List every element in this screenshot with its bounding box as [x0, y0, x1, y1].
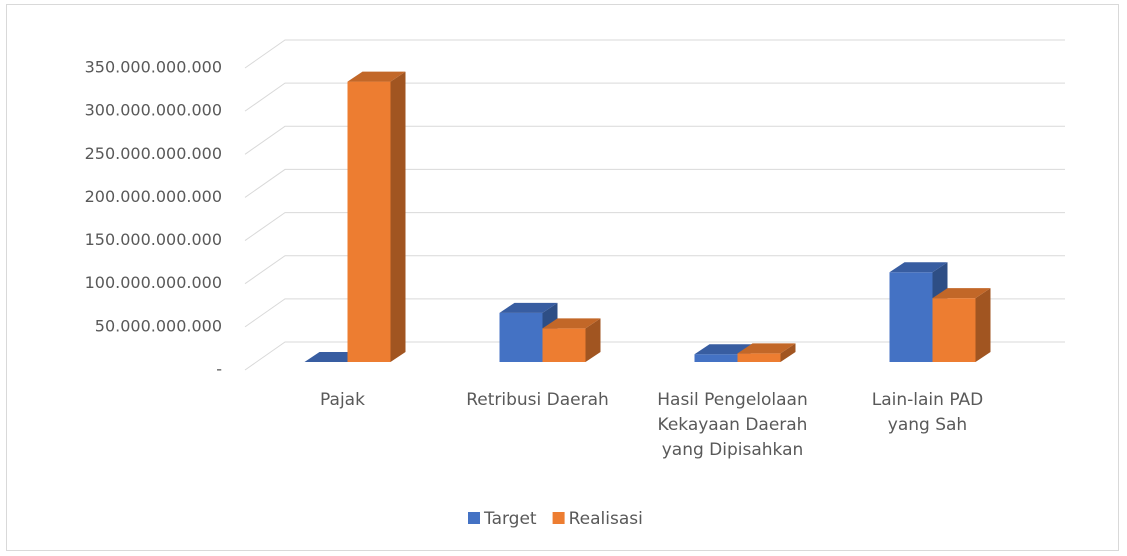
bar-front	[932, 298, 976, 362]
y-tick-label: 100.000.000.000	[85, 273, 222, 292]
bar	[347, 71, 406, 363]
x-tick-label: Pajak	[320, 390, 365, 410]
bar	[932, 288, 991, 362]
grid-line	[244, 298, 1065, 328]
y-tick-label: 300.000.000.000	[85, 101, 222, 120]
bar-top	[889, 262, 948, 273]
legend-label: Realisasi	[569, 509, 643, 529]
y-tick-label: 350.000.000.000	[85, 58, 222, 77]
y-tick-label: 200.000.000.000	[85, 187, 222, 206]
bar-side	[975, 288, 991, 362]
grid-line	[244, 341, 1065, 371]
bar	[737, 343, 796, 362]
bar	[542, 318, 601, 362]
bar-top	[737, 343, 796, 354]
grid-line	[244, 82, 1065, 112]
bar-top	[347, 71, 406, 82]
bar-front	[542, 328, 586, 362]
bar-top	[932, 288, 991, 299]
bar-side	[390, 71, 406, 363]
legend-label: Target	[483, 509, 537, 529]
grid-line	[244, 212, 1065, 241]
x-tick-label: Retribusi Daerah	[466, 390, 609, 410]
y-tick-label: 250.000.000.000	[85, 144, 222, 163]
legend-swatch	[468, 512, 480, 524]
grid-line	[244, 39, 1065, 69]
bar-side	[585, 318, 601, 362]
bar-top	[694, 344, 753, 355]
legend-swatch	[552, 512, 565, 524]
grid-line	[244, 255, 1065, 285]
bar-top	[499, 302, 558, 313]
grid-line	[244, 168, 1065, 198]
x-tick-label: Hasil Pengelolaan Kekayaan Daerah yang D…	[657, 390, 808, 460]
y-tick-label: 150.000.000.000	[85, 230, 222, 249]
bar-front	[499, 312, 543, 362]
y-tick-label: -	[216, 360, 222, 379]
x-tick-label: Lain-lain PAD yang Sah	[871, 390, 984, 435]
bar-front	[694, 354, 738, 362]
bar	[499, 302, 558, 362]
grid-line	[244, 125, 1065, 155]
bar-top	[542, 318, 601, 329]
y-tick-label: 50.000.000.000	[95, 316, 222, 335]
bar-side	[780, 343, 796, 362]
bar-front	[737, 353, 781, 362]
bar-front	[347, 81, 391, 363]
bar-front	[889, 272, 933, 362]
